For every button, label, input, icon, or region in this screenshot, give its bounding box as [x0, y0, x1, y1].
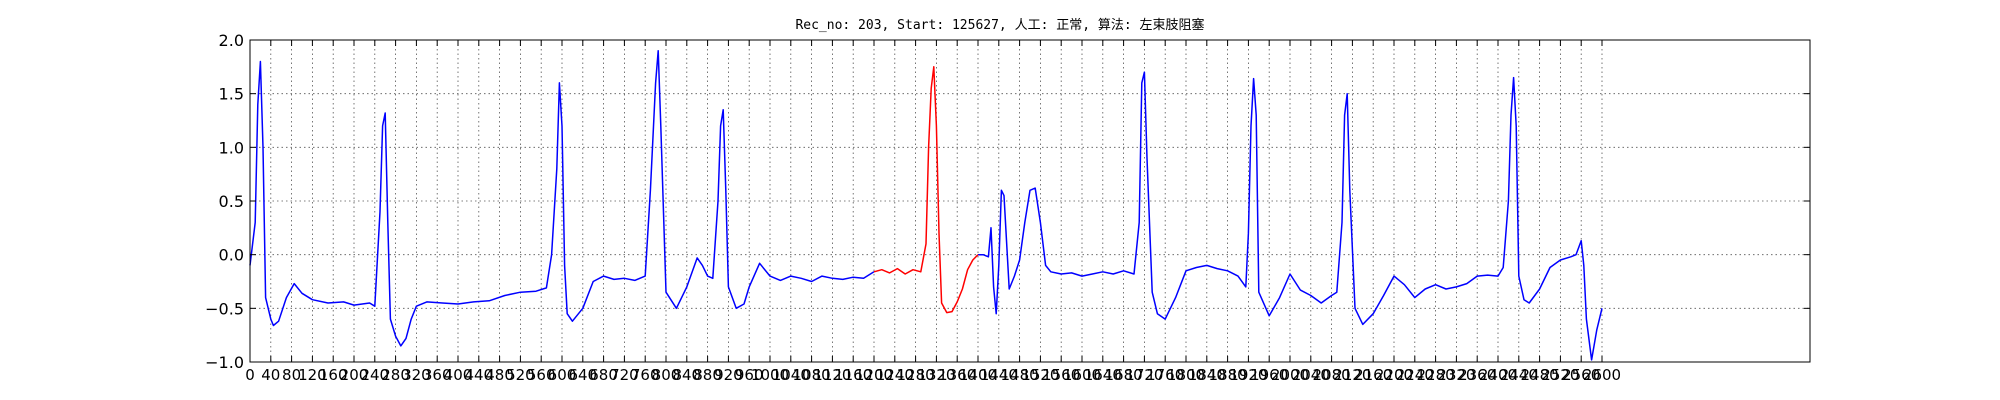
y-tick-label: 2.0 [219, 31, 244, 50]
x-tick-label: 1400 [959, 366, 997, 384]
x-tick-label: 2200 [1375, 366, 1413, 384]
x-tick-label: 2120 [1333, 366, 1371, 384]
y-tick-label: 1.0 [219, 138, 244, 157]
x-tick-label: 160 [319, 366, 348, 384]
x-tick-label: 2000 [1271, 366, 1309, 384]
x-tick-label: 720 [610, 366, 639, 384]
x-tick-label: 1840 [1188, 366, 1226, 384]
x-tick-label: 2480 [1521, 366, 1559, 384]
x-tick-label: 1440 [980, 366, 1018, 384]
x-tick-label: 2520 [1541, 366, 1579, 384]
x-tick-label: 600 [548, 366, 577, 384]
series-line [249, 49, 875, 347]
y-tick-label: −1.0 [205, 353, 244, 372]
x-tick-label: 1200 [855, 366, 893, 384]
x-tick-label: 880 [693, 366, 722, 384]
x-tick-label: 1640 [1084, 366, 1122, 384]
x-tick-label: 1280 [897, 366, 935, 384]
x-tick-label: 1720 [1125, 366, 1163, 384]
x-tick-label: 120 [298, 366, 327, 384]
x-tick-label: 2320 [1437, 366, 1475, 384]
x-tick-label: 1120 [813, 366, 851, 384]
x-tick-label: 2360 [1458, 366, 1496, 384]
x-tick-label: 1000 [751, 366, 789, 384]
x-tick-label: 2280 [1417, 366, 1455, 384]
x-tick-label: 200 [340, 366, 369, 384]
x-tick-label: 840 [672, 366, 701, 384]
x-tick-label: 1680 [1105, 366, 1143, 384]
x-tick-label: 80 [282, 366, 301, 384]
x-tick-label: 2080 [1313, 366, 1351, 384]
x-tick-label: 2560 [1562, 366, 1600, 384]
x-tick-label: 560 [527, 366, 556, 384]
x-tick-label: 1560 [1042, 366, 1080, 384]
x-tick-label: 2240 [1396, 366, 1434, 384]
x-tick-label: 1480 [1001, 366, 1039, 384]
x-tick-label: 2400 [1479, 366, 1517, 384]
x-tick-label: 920 [714, 366, 743, 384]
x-tick-label: 1960 [1250, 366, 1288, 384]
x-tick-label: 280 [381, 366, 410, 384]
series-line [978, 71, 1603, 361]
x-tick-label: 1520 [1021, 366, 1059, 384]
x-tick-label: 480 [485, 366, 514, 384]
x-tick-label: 1320 [917, 366, 955, 384]
x-tick-label: 680 [589, 366, 618, 384]
x-tick-label: 640 [568, 366, 597, 384]
x-tick-label: 0 [245, 366, 255, 384]
x-tick-label: 1080 [793, 366, 831, 384]
x-tick-label: 360 [423, 366, 452, 384]
y-tick-label: −0.5 [205, 299, 244, 318]
x-tick-label: 400 [444, 366, 473, 384]
x-tick-label: 1600 [1063, 366, 1101, 384]
x-tick-label: 760 [631, 366, 660, 384]
x-tick-label: 2160 [1354, 366, 1392, 384]
x-tick-label: 1920 [1229, 366, 1267, 384]
x-tick-label: 2600 [1583, 366, 1621, 384]
x-tick-label: 960 [735, 366, 764, 384]
x-tick-label: 1880 [1209, 366, 1247, 384]
chart-title: Rec_no: 203, Start: 125627, 人工: 正常, 算法: … [795, 18, 1205, 33]
y-tick-label: 0.5 [219, 192, 244, 211]
x-tick-label: 440 [464, 366, 493, 384]
x-tick-label: 40 [261, 366, 280, 384]
x-tick-label: 1800 [1167, 366, 1205, 384]
x-tick-label: 1360 [938, 366, 976, 384]
series-line [873, 66, 979, 314]
x-tick-label: 800 [652, 366, 681, 384]
x-tick-label: 1160 [834, 366, 872, 384]
x-tick-label: 1040 [772, 366, 810, 384]
x-tick-label: 1240 [876, 366, 914, 384]
x-tick-label: 520 [506, 366, 535, 384]
y-tick-label: 1.5 [219, 85, 244, 104]
x-tick-label: 1760 [1146, 366, 1184, 384]
x-tick-label: 2440 [1500, 366, 1538, 384]
y-tick-label: 0.0 [219, 246, 244, 265]
x-tick-label: 2040 [1292, 366, 1330, 384]
x-tick-label: 240 [360, 366, 389, 384]
x-tick-label: 320 [402, 366, 431, 384]
